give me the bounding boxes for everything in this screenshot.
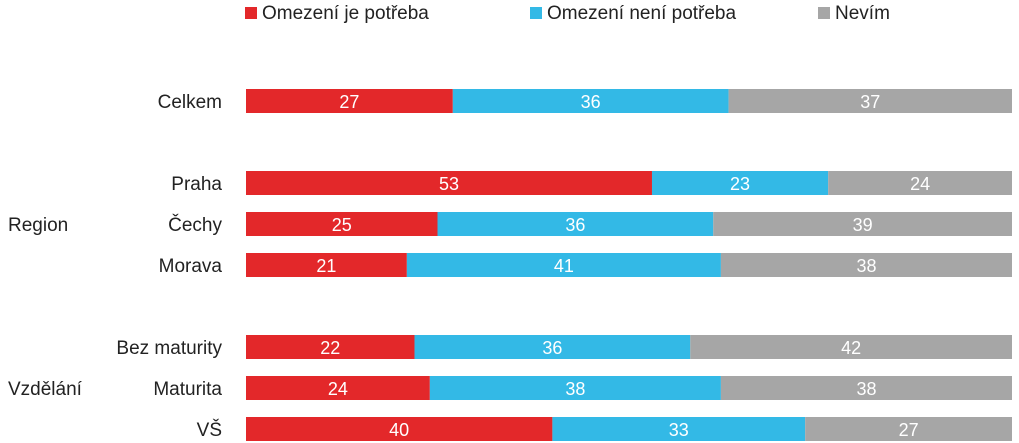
legend-swatch	[818, 7, 830, 19]
data-label: 33	[669, 420, 689, 440]
bar-segment-omezeni-neni-potreba	[552, 417, 806, 441]
bar-segment-nevim	[690, 335, 1012, 359]
bar-segment-omezeni-je-potreba	[246, 417, 553, 441]
bar-row-maturita: 24 38 38	[246, 376, 1012, 400]
bar-segment-omezeni-je-potreba	[246, 171, 652, 195]
data-label: 41	[554, 256, 574, 276]
group-labels: Region Vzdělání	[8, 215, 83, 400]
bar-row-morava: 21 41 38	[246, 253, 1012, 277]
group-label-vzdelani: Vzdělání	[8, 379, 83, 400]
bar-segment-omezeni-neni-potreba	[406, 253, 721, 277]
bar-segment-omezeni-neni-potreba	[452, 89, 729, 113]
bar-segment-omezeni-je-potreba	[246, 212, 438, 236]
data-label: 27	[899, 420, 919, 440]
data-label: 25	[332, 215, 352, 235]
category-label-maturita: Maturita	[153, 379, 222, 400]
bar-segment-nevim	[728, 89, 1012, 113]
data-label: 38	[856, 379, 876, 399]
legend-label: Nevím	[835, 3, 890, 24]
category-label-morava: Morava	[159, 256, 223, 277]
data-label: 23	[730, 174, 750, 194]
category-label-vs: VŠ	[197, 419, 222, 441]
category-label-celkem: Celkem	[158, 92, 222, 113]
category-label-praha: Praha	[171, 174, 222, 195]
legend-item-omezeni-neni-potreba: Omezení není potřeba	[530, 3, 736, 24]
bar-segment-nevim	[713, 212, 1012, 236]
legend-item-nevim: Nevím	[818, 3, 890, 24]
bar-segment-nevim	[805, 417, 1012, 441]
bar-segment-nevim	[720, 376, 1012, 400]
category-labels: Celkem Praha Čechy Morava Bez maturity Maturi…	[116, 92, 222, 441]
data-label: 36	[565, 215, 585, 235]
bar-segment-omezeni-je-potreba	[246, 335, 415, 359]
bar-segment-omezeni-neni-potreba	[651, 171, 829, 195]
data-label: 36	[581, 92, 601, 112]
group-label-region: Region	[8, 215, 68, 236]
data-label: 24	[910, 174, 930, 194]
data-label: 42	[841, 338, 861, 358]
data-label: 53	[439, 174, 459, 194]
bar-row-bez-maturity: 22 36 42	[246, 335, 1012, 359]
bar-segment-omezeni-je-potreba	[246, 253, 407, 277]
data-label: 24	[328, 379, 348, 399]
data-label: 36	[542, 338, 562, 358]
bar-row-vs: 40 33 27	[246, 417, 1012, 441]
bar-row-cechy: 25 36 39	[246, 212, 1012, 236]
data-label: 38	[856, 256, 876, 276]
bars: 27 36 37 53 23 24 25 36 39 21 41 38 22 36 42 24 38 38 40 33…	[246, 89, 1012, 441]
bar-row-praha: 53 23 24	[246, 171, 1012, 195]
bar-segment-omezeni-je-potreba	[246, 376, 430, 400]
data-label: 39	[853, 215, 873, 235]
bar-segment-nevim	[828, 171, 1012, 195]
legend: Omezení je potřeba Omezení není potřeba Ne…	[245, 3, 890, 24]
bar-row-celkem: 27 36 37	[246, 89, 1012, 113]
legend-swatch	[530, 7, 542, 19]
legend-swatch	[245, 7, 257, 19]
data-label: 22	[320, 338, 340, 358]
legend-label: Omezení je potřeba	[262, 3, 429, 24]
category-label-cechy: Čechy	[168, 214, 222, 236]
legend-item-omezeni-je-potreba: Omezení je potřeba	[245, 3, 429, 24]
data-label: 27	[339, 92, 359, 112]
bar-segment-omezeni-neni-potreba	[429, 376, 721, 400]
data-label: 38	[565, 379, 585, 399]
data-label: 21	[316, 256, 336, 276]
bar-segment-nevim	[720, 253, 1012, 277]
legend-label: Omezení není potřeba	[547, 3, 736, 24]
bar-segment-omezeni-neni-potreba	[437, 212, 714, 236]
bar-segment-omezeni-je-potreba	[246, 89, 453, 113]
data-label: 37	[860, 92, 880, 112]
data-label: 40	[389, 420, 409, 440]
category-label-bez-maturity: Bez maturity	[116, 338, 222, 359]
bar-segment-omezeni-neni-potreba	[414, 335, 691, 359]
